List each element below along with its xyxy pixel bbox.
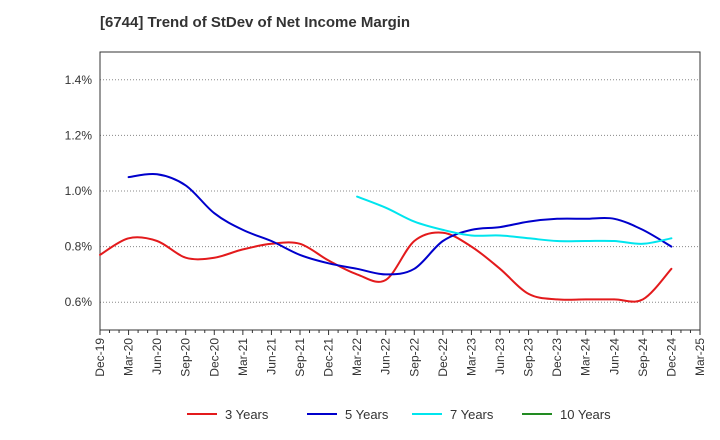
x-tick-label: Jun-21	[264, 338, 278, 375]
x-tick-label: Jun-24	[607, 338, 621, 375]
legend-label-3-years: 3 Years	[225, 407, 269, 422]
series-line-5-years	[127, 172, 673, 276]
x-tick-label: Dec-22	[436, 338, 450, 377]
x-tick-label: Sep-21	[293, 338, 307, 377]
x-tick-label: Mar-24	[579, 338, 593, 376]
plot-frame	[99, 51, 701, 331]
x-tick-label: Mar-23	[464, 338, 478, 376]
x-tick-label: Jun-23	[493, 338, 507, 375]
legend-label-10-years: 10 Years	[560, 407, 611, 422]
x-tick-label: Sep-20	[179, 338, 193, 377]
x-tick-label: Jun-22	[379, 338, 393, 375]
x-tick-label: Sep-24	[636, 338, 650, 377]
y-tick-label: 1.0%	[65, 184, 93, 198]
series-line-3-years	[99, 231, 673, 303]
x-tick-label: Sep-23	[522, 338, 536, 377]
x-tick-label: Mar-25	[693, 338, 707, 376]
x-tick-label: Dec-24	[664, 338, 678, 377]
x-tick-label: Jun-20	[150, 338, 164, 375]
legend-label-5-years: 5 Years	[345, 407, 389, 422]
y-tick-label: 1.4%	[65, 73, 93, 87]
x-tick-label: Dec-21	[322, 338, 336, 377]
x-tick-label: Dec-19	[93, 338, 107, 377]
x-tick-label: Mar-21	[236, 338, 250, 376]
series-line-7-years	[356, 195, 673, 245]
y-tick-label: 0.6%	[65, 295, 93, 309]
y-tick-label: 0.8%	[65, 240, 93, 254]
x-tick-label: Dec-23	[550, 338, 564, 377]
legend-label-7-years: 7 Years	[450, 407, 494, 422]
x-tick-label: Dec-20	[207, 338, 221, 377]
x-tick-label: Mar-22	[350, 338, 364, 376]
y-tick-label: 1.2%	[65, 128, 93, 142]
chart-title: [6744] Trend of StDev of Net Income Marg…	[100, 14, 411, 31]
x-tick-label: Sep-22	[407, 338, 421, 377]
x-tick-label: Mar-20	[122, 338, 136, 376]
